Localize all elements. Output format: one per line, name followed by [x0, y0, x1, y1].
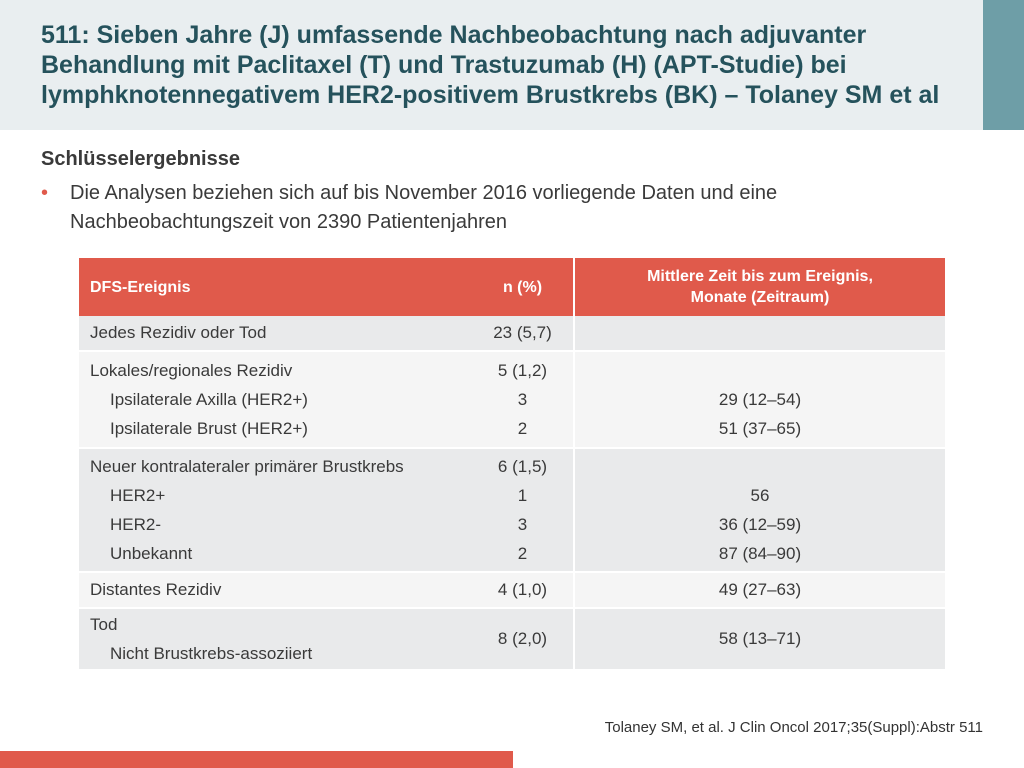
- table-header-row: DFS-Ereignis n (%) Mittlere Zeit bis zum…: [79, 258, 945, 316]
- table-row-contralateral-breast-cancer: Neuer kontralateraler primärer Brustkreb…: [79, 447, 945, 572]
- bullet-dot-icon: •: [41, 182, 49, 204]
- cell-time: 49 (27–63): [573, 571, 945, 608]
- event-sublabel: Ipsilaterale Brust (HER2+): [110, 419, 308, 438]
- cell-n: 6 (1,5) 1 3 2: [472, 447, 574, 572]
- cell-event: Tod Nicht Brustkrebs-assoziiert: [79, 607, 472, 669]
- n-value: 4 (1,0): [497, 580, 548, 599]
- cell-event: Neuer kontralateraler primärer Brustkreb…: [79, 447, 472, 572]
- time-value: 29 (12–54): [718, 390, 802, 409]
- time-value: 56: [750, 486, 770, 505]
- event-sublabel: HER2+: [110, 486, 166, 505]
- time-value: [575, 452, 945, 481]
- n-value: 2: [517, 419, 528, 438]
- header-time-to-event: Mittlere Zeit bis zum Ereignis, Monate (…: [573, 258, 945, 316]
- bullet-text: Die Analysen beziehen sich auf bis Novem…: [70, 182, 778, 233]
- event-label: Tod: [90, 615, 118, 634]
- citation: Tolaney SM, et al. J Clin Oncol 2017;35(…: [604, 719, 983, 736]
- time-value: 51 (37–65): [718, 419, 802, 438]
- event-sublabel: Nicht Brustkrebs-assoziiert: [110, 644, 313, 663]
- n-value: 5 (1,2): [497, 361, 548, 380]
- footer-accent-bar: [0, 751, 513, 768]
- time-value: 36 (12–59): [718, 515, 802, 534]
- cell-n: 23 (5,7): [472, 316, 574, 351]
- header-time-to-event-text: Mittlere Zeit bis zum Ereignis, Monate (…: [647, 268, 873, 306]
- event-label: Lokales/regionales Rezidiv: [90, 361, 293, 380]
- header-n-percent: n (%): [472, 258, 574, 316]
- event-sublabel: HER2-: [110, 515, 162, 534]
- event-label: Jedes Rezidiv oder Tod: [90, 323, 267, 342]
- time-value: [575, 356, 945, 385]
- header-dfs-event: DFS-Ereignis: [79, 258, 472, 316]
- time-value: 58 (13–71): [718, 629, 802, 648]
- table-row-any-recurrence-or-death: Jedes Rezidiv oder Tod 23 (5,7): [79, 316, 945, 351]
- event-label: Neuer kontralateraler primärer Brustkreb…: [90, 457, 404, 476]
- time-value: 87 (84–90): [718, 544, 802, 563]
- cell-time: [573, 316, 945, 351]
- cell-n: 5 (1,2) 3 2: [472, 350, 574, 448]
- title-side-accent: [983, 0, 1024, 130]
- section-heading: Schlüsselergebnisse: [41, 148, 240, 170]
- cell-time: 58 (13–71): [573, 607, 945, 669]
- cell-time: 56 36 (12–59) 87 (84–90): [573, 447, 945, 572]
- slide-title: 511: Sieben Jahre (J) umfassende Nachbeo…: [41, 21, 940, 109]
- cell-time: 29 (12–54) 51 (37–65): [573, 350, 945, 448]
- event-sublabel: Unbekannt: [110, 544, 193, 563]
- cell-event: Jedes Rezidiv oder Tod: [79, 316, 472, 351]
- table-row-distant-recurrence: Distantes Rezidiv 4 (1,0) 49 (27–63): [79, 571, 945, 608]
- time-value: 49 (27–63): [718, 580, 802, 599]
- event-label: Distantes Rezidiv: [90, 580, 222, 599]
- dfs-events-table: DFS-Ereignis n (%) Mittlere Zeit bis zum…: [79, 258, 945, 669]
- table-row-death: Tod Nicht Brustkrebs-assoziiert 8 (2,0) …: [79, 607, 945, 669]
- n-value: 1: [517, 486, 528, 505]
- cell-n: 4 (1,0): [472, 571, 574, 608]
- cell-event: Lokales/regionales Rezidiv Ipsilaterale …: [79, 350, 472, 448]
- n-value: 8 (2,0): [497, 629, 548, 648]
- cell-event: Distantes Rezidiv: [79, 571, 472, 608]
- cell-n: 8 (2,0): [472, 607, 574, 669]
- n-value: 23 (5,7): [493, 323, 552, 342]
- n-value: 3: [517, 390, 528, 409]
- event-sublabel: Ipsilaterale Axilla (HER2+): [110, 390, 308, 409]
- n-value: 6 (1,5): [497, 457, 548, 476]
- n-value: 3: [517, 515, 528, 534]
- n-value: 2: [517, 544, 528, 563]
- table-row-local-regional-recurrence: Lokales/regionales Rezidiv Ipsilaterale …: [79, 350, 945, 448]
- title-band: [0, 0, 983, 130]
